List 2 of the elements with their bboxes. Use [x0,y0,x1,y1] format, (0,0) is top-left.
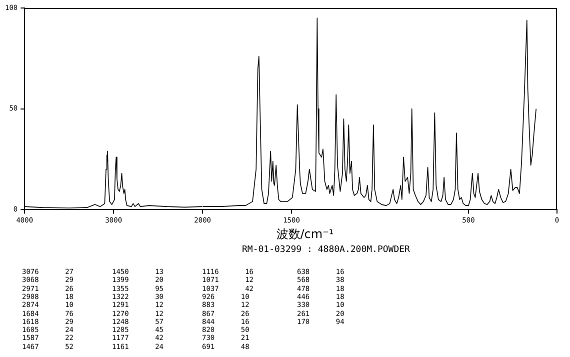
text: RM-01-03299 : 4880A.200M.POWDER [242,245,410,255]
x-axis-title: 波数/cm⁻¹ [275,226,335,243]
